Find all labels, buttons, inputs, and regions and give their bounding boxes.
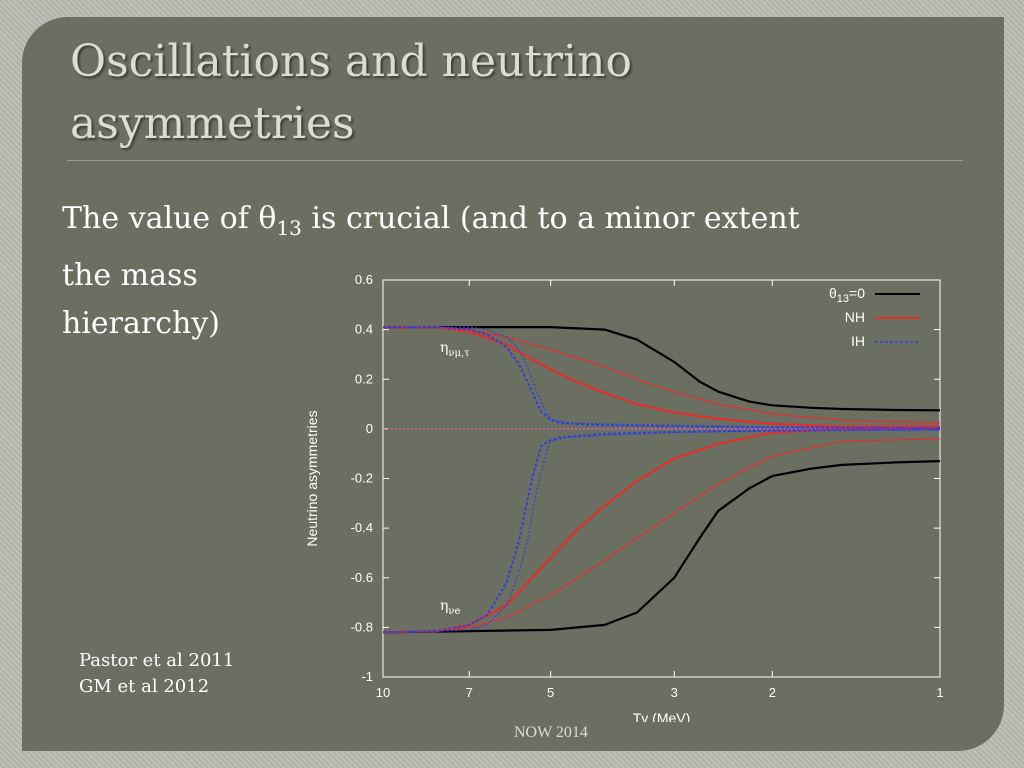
x-tick-label: 7 <box>466 685 473 700</box>
body-line-3: hierarchy) <box>62 306 221 341</box>
plot-frame <box>382 279 941 678</box>
series-line-ih <box>383 326 941 429</box>
slide-title: Oscillations and neutrino asymmetries <box>70 31 632 155</box>
title-line-2: asymmetries <box>70 98 355 149</box>
y-tick-label: -0.4 <box>351 520 373 535</box>
legend-label-ih: IH <box>851 333 865 349</box>
title-line-1: Oscillations and neutrino <box>70 36 632 87</box>
credit-2: GM et al 2012 <box>79 676 210 697</box>
theta-symbol: θ <box>258 201 277 236</box>
body-text-part-2: is crucial (and to a minor extent <box>301 201 800 236</box>
x-tick-label: 2 <box>769 685 776 700</box>
credit-1: Pastor et al 2011 <box>79 650 235 671</box>
series-line-nh <box>383 325 940 428</box>
y-tick-label: 0.2 <box>355 371 373 386</box>
series-line-ih <box>383 326 941 430</box>
series-line-nh <box>382 427 940 634</box>
credits: Pastor et al 2011 GM et al 2012 <box>79 648 234 700</box>
y-tick-label: -0.8 <box>351 619 373 634</box>
curve-annotation: ηνe <box>440 598 460 617</box>
body-line-2: the mass <box>62 258 198 293</box>
chart-svg: 0.6 0.4 0.2 0 -0.2 -0.4 -0.6 -0.8 -110 7 5 3 2 1 θ13=0… <box>304 272 944 722</box>
series-line-ih <box>382 428 941 634</box>
x-axis-label: Tγ (MeV) <box>633 710 691 722</box>
y-tick-label: -0.6 <box>351 570 373 585</box>
series-line-theta13_zero <box>382 460 941 634</box>
x-tick-label: 5 <box>547 685 554 700</box>
body-text: The value of θ13 is crucial (and to a mi… <box>62 195 962 348</box>
y-tick-label: 0.6 <box>355 272 373 287</box>
title-divider <box>67 160 963 161</box>
y-tick-label: 0 <box>366 421 373 436</box>
series-line-ih <box>382 429 941 633</box>
series-line-nh <box>382 438 941 633</box>
y-tick-label: -0.2 <box>351 471 373 486</box>
curve-annotation: ηνμ,τ <box>440 340 470 359</box>
x-tick-label: 3 <box>671 685 678 700</box>
theta-subscript: 13 <box>276 216 302 240</box>
y-tick-label: -1 <box>361 669 373 684</box>
footer: NOW 2014 <box>514 724 588 741</box>
body-text-part-1: The value of <box>62 201 259 236</box>
asymmetry-plot: 0.6 0.4 0.2 0 -0.2 -0.4 -0.6 -0.8 -1 10 7 5 3 2 1 θ13=0… <box>277 252 987 722</box>
y-tick-label: 0.4 <box>355 322 373 337</box>
x-tick-label: 1 <box>936 685 943 700</box>
legend-label-nh: NH <box>845 309 865 325</box>
y-axis-label: Neutrino asymmetries <box>304 410 320 546</box>
slide: Oscillations and neutrino asymmetries Th… <box>22 17 1004 751</box>
x-tick-label: 10 <box>376 685 390 700</box>
body-line-1: The value of θ13 is crucial (and to a mi… <box>62 195 962 252</box>
series-line-theta13_zero <box>383 325 941 412</box>
legend-label-theta13_zero: θ13=0 <box>829 285 865 305</box>
